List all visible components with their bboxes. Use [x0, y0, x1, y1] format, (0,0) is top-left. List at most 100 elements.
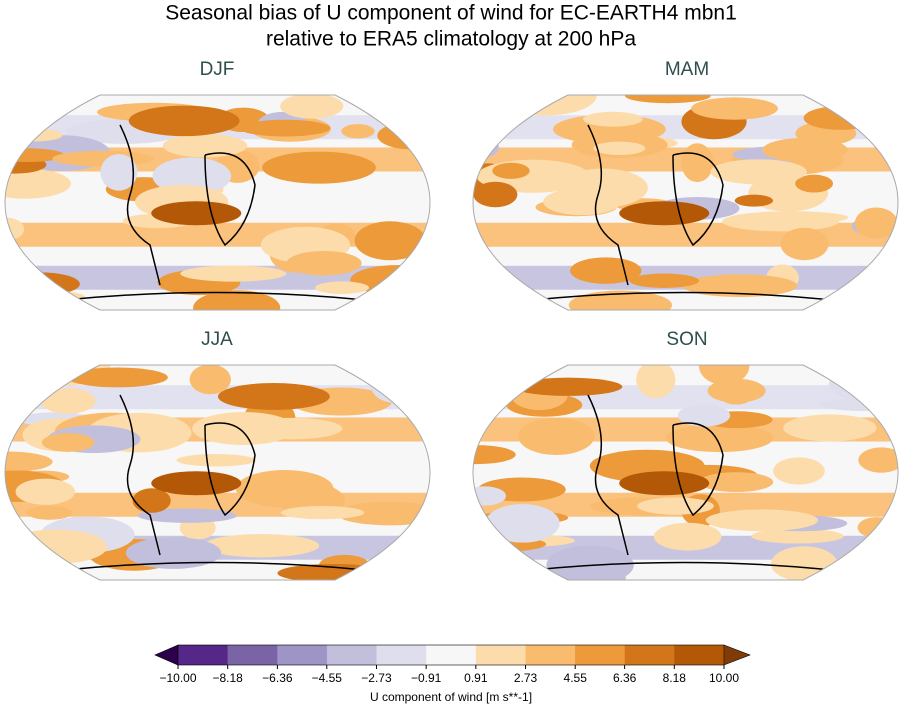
blob: [770, 546, 838, 580]
blob: [5, 365, 32, 380]
colorbar-tick-label: 0.91: [464, 671, 488, 685]
blob: [583, 111, 643, 127]
colorbar-box: [475, 645, 526, 665]
blob: [834, 375, 898, 390]
map-border: [4, 94, 431, 311]
colorbar-tick-label: 2.73: [514, 671, 538, 685]
blob: [854, 207, 898, 239]
blob: [780, 227, 829, 261]
colorbar-tick-label: −2.73: [361, 671, 392, 685]
colorbar-tick-label: 10.00: [709, 671, 739, 685]
blob: [783, 414, 877, 442]
blob: [262, 151, 376, 184]
coast: [64, 124, 366, 301]
map: [5, 365, 430, 580]
blob: [773, 457, 825, 485]
colorbar-box: [227, 645, 278, 665]
colorbar-box: [674, 645, 725, 665]
blob: [803, 106, 879, 130]
map: [473, 365, 898, 580]
blob: [492, 162, 530, 179]
map: [473, 95, 898, 310]
colorbar-box: [426, 645, 477, 665]
coast: [64, 394, 366, 571]
blob: [341, 124, 375, 139]
blob: [5, 168, 71, 199]
blob: [390, 377, 430, 402]
blob: [699, 472, 774, 492]
blob: [720, 386, 753, 405]
blob: [473, 137, 500, 159]
blob: [568, 290, 673, 310]
blob: [15, 478, 76, 505]
blob: [593, 141, 646, 156]
blob: [570, 257, 642, 284]
panel-title: DJF: [200, 59, 235, 80]
blob: [682, 274, 798, 298]
blob: [491, 95, 597, 116]
colorbar-frame: [177, 644, 725, 666]
blob: [485, 503, 560, 543]
blob: [637, 497, 714, 515]
blob: [5, 365, 51, 406]
band: [473, 222, 898, 247]
coast: [532, 124, 834, 301]
colorbar-extend-high: [723, 644, 751, 666]
blob: [151, 201, 242, 226]
blob: [762, 137, 848, 162]
blob: [636, 365, 676, 399]
blob: [354, 221, 426, 261]
colorbar-label: U component of wind [m s**-1]: [370, 690, 532, 704]
blob: [857, 517, 897, 539]
blob: [132, 488, 171, 513]
blob: [473, 445, 516, 465]
blob: [543, 188, 622, 216]
blob: [698, 365, 750, 385]
blob: [128, 105, 240, 137]
blob: [180, 265, 287, 282]
colorbar-box: [525, 645, 576, 665]
map-border: [472, 364, 899, 581]
title-line: relative to ERA5 climatology at 200 hPa: [266, 28, 636, 51]
blob: [286, 251, 362, 276]
colorbar-box: [326, 645, 378, 665]
blob: [280, 506, 365, 520]
blob: [151, 471, 242, 496]
blob: [736, 211, 849, 224]
colorbar-box: [178, 645, 229, 665]
blob: [681, 143, 714, 183]
colorbar-tick-label: −8.18: [212, 671, 243, 685]
blob: [677, 404, 731, 427]
blob: [795, 174, 833, 193]
blob: [239, 119, 331, 137]
colorbar-box: [277, 645, 328, 665]
blob: [41, 433, 95, 452]
blob: [473, 486, 507, 506]
colorbar-extend-low: [154, 644, 179, 666]
blob: [371, 368, 421, 403]
blob: [513, 377, 623, 396]
colorbar-box: [575, 645, 626, 665]
colorbar-tick-label: −10.00: [159, 671, 196, 685]
blob: [192, 412, 296, 446]
blob: [100, 153, 138, 191]
blob: [217, 383, 330, 410]
blob: [665, 424, 774, 453]
panel-title: JJA: [201, 329, 233, 350]
blob: [518, 417, 595, 455]
blob: [5, 289, 78, 310]
blob: [552, 557, 626, 580]
blob: [26, 505, 73, 520]
colorbar-box: [376, 645, 427, 665]
blob: [710, 159, 807, 185]
blob: [751, 528, 844, 544]
map-border: [472, 94, 899, 311]
blob: [619, 201, 710, 226]
blob: [473, 181, 518, 208]
colorbar-tick-label: 8.18: [663, 671, 687, 685]
blob: [653, 522, 722, 551]
colorbar-tick-label: −0.91: [411, 671, 442, 685]
colorbar-box: [624, 645, 675, 665]
colorbar-tick-label: −4.55: [312, 671, 343, 685]
